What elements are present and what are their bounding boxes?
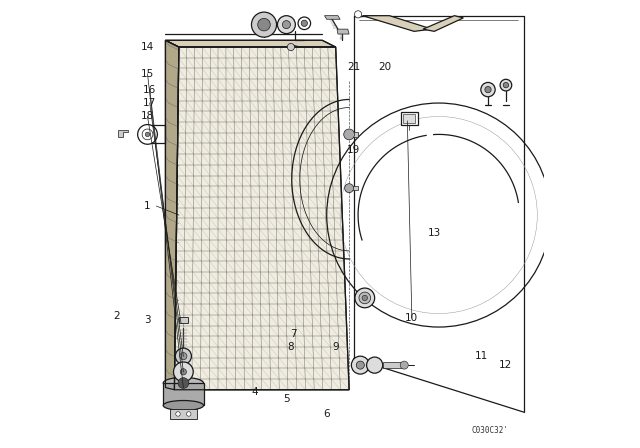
Text: 1: 1 (144, 201, 151, 211)
Circle shape (344, 129, 355, 140)
Circle shape (287, 43, 294, 51)
Circle shape (178, 378, 189, 388)
Text: 12: 12 (499, 360, 513, 370)
Text: 16: 16 (143, 85, 156, 95)
Polygon shape (174, 47, 349, 390)
Polygon shape (362, 16, 432, 31)
Text: C030C32': C030C32' (472, 426, 509, 435)
Text: 2: 2 (113, 311, 120, 321)
Circle shape (485, 86, 491, 93)
Polygon shape (337, 29, 349, 34)
Text: 21: 21 (347, 62, 360, 72)
Text: 4: 4 (252, 387, 259, 397)
Circle shape (355, 11, 362, 18)
Bar (163, 383, 204, 405)
Circle shape (367, 357, 383, 373)
Text: 19: 19 (347, 145, 360, 155)
Text: 17: 17 (143, 98, 156, 108)
Circle shape (258, 18, 270, 31)
Circle shape (359, 292, 371, 304)
Circle shape (400, 361, 408, 369)
Circle shape (282, 21, 291, 29)
Circle shape (180, 369, 186, 375)
Text: 7: 7 (290, 329, 296, 339)
Polygon shape (423, 16, 463, 31)
Text: 6: 6 (323, 409, 330, 419)
Ellipse shape (163, 401, 204, 410)
Circle shape (145, 132, 150, 137)
Circle shape (186, 412, 191, 416)
Circle shape (176, 412, 180, 416)
Circle shape (344, 184, 353, 193)
Circle shape (362, 295, 367, 301)
Circle shape (351, 356, 369, 374)
Polygon shape (344, 132, 358, 137)
Polygon shape (165, 40, 335, 47)
Text: 20: 20 (378, 62, 392, 72)
Circle shape (173, 362, 193, 382)
Ellipse shape (163, 377, 204, 388)
Circle shape (278, 16, 295, 34)
Circle shape (298, 17, 310, 30)
Polygon shape (324, 16, 340, 19)
Text: 13: 13 (428, 228, 441, 238)
Bar (383, 362, 405, 368)
Text: 18: 18 (141, 112, 154, 121)
Text: 5: 5 (283, 394, 290, 404)
Circle shape (355, 288, 374, 308)
Polygon shape (165, 40, 179, 390)
Text: 14: 14 (141, 42, 154, 52)
Text: 15: 15 (141, 69, 154, 79)
Circle shape (252, 12, 276, 37)
Text: 8: 8 (287, 342, 294, 352)
Text: 11: 11 (475, 351, 488, 361)
Bar (179, 317, 188, 323)
Circle shape (180, 353, 187, 360)
Circle shape (500, 79, 512, 91)
Text: 9: 9 (332, 342, 339, 352)
Circle shape (356, 361, 364, 369)
Circle shape (142, 129, 153, 140)
Text: 10: 10 (405, 313, 419, 323)
Circle shape (175, 348, 191, 364)
Bar (170, 409, 196, 419)
Circle shape (481, 82, 495, 97)
Circle shape (301, 20, 307, 26)
Bar (403, 114, 415, 123)
Circle shape (503, 82, 509, 88)
Circle shape (138, 125, 157, 144)
Text: 3: 3 (144, 315, 151, 325)
Polygon shape (344, 186, 358, 190)
Polygon shape (118, 130, 128, 137)
Bar (401, 112, 418, 125)
